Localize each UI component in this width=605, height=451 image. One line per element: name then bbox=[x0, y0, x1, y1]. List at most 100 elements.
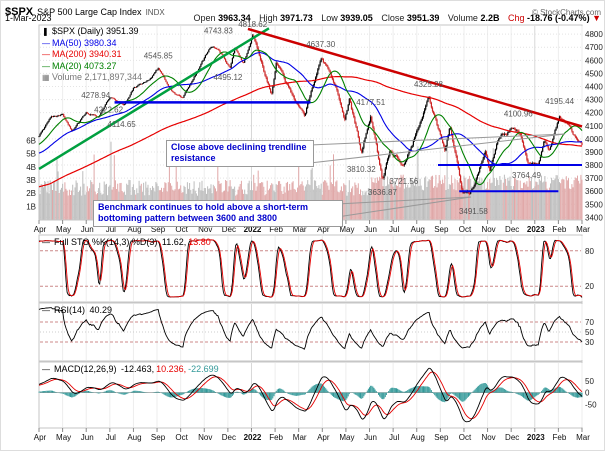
callout-pointer-line bbox=[309, 133, 566, 164]
chg-value: -18.76 (-0.47%) bbox=[527, 13, 590, 23]
volume-tick-label: 1B bbox=[26, 202, 36, 211]
month-label: Oct bbox=[459, 433, 472, 442]
month-label: Aug bbox=[411, 433, 425, 442]
line-icon: — bbox=[42, 365, 50, 374]
legend-ma200-label: MA(200) 3940.31 bbox=[52, 49, 122, 59]
volume-tick-label: 5B bbox=[26, 150, 36, 159]
legend-volume: ▦ Volume 2,171,897,344 bbox=[42, 72, 142, 84]
close-value: 3951.39 bbox=[406, 13, 440, 23]
month-label: Apr bbox=[34, 433, 47, 442]
macd-line bbox=[38, 367, 583, 423]
month-label: Dec bbox=[505, 433, 519, 442]
rsi-name: RSI(14) bbox=[54, 305, 86, 315]
price-tick-label: 4800 bbox=[585, 30, 603, 39]
price-point-label: 3810.32 bbox=[347, 165, 376, 174]
month-label: Sep bbox=[151, 433, 166, 442]
month-label: Apr bbox=[317, 225, 330, 234]
price-point-label: 3764.49 bbox=[512, 171, 541, 180]
rsi-tick-label: 50 bbox=[585, 328, 594, 337]
price-point-label: 4495.12 bbox=[213, 73, 242, 82]
macd-panel-label: — MACD(12,26,9) -12.463, 10.236, -22.699 bbox=[42, 364, 221, 374]
callout-pointer-line bbox=[336, 196, 472, 218]
sto-d-value: 13.80 bbox=[188, 237, 211, 247]
callout-bottoming-note: Benchmark continues to hold above a shor… bbox=[93, 200, 343, 227]
close-label: Close bbox=[381, 13, 405, 23]
price-point-label: 4100.96 bbox=[504, 110, 533, 119]
volume-axis-labels: 6B 5B 4B 3B 2B 1B bbox=[26, 136, 36, 211]
month-label: Nov bbox=[481, 433, 495, 442]
legend-ma200: — MA(200) 3940.31 bbox=[42, 49, 142, 61]
rsi-tick-label: 70 bbox=[585, 318, 594, 327]
price-point-label: 3491.58 bbox=[459, 207, 488, 216]
month-label: Mar bbox=[293, 225, 307, 234]
month-label: Feb bbox=[552, 225, 566, 234]
month-label: Dec bbox=[505, 225, 519, 234]
price-tick-label: 4600 bbox=[585, 56, 603, 65]
month-label: Jul bbox=[106, 433, 116, 442]
month-label: 2022 bbox=[244, 225, 262, 234]
chg-label: Chg bbox=[508, 13, 525, 23]
quote-summary: Open 3963.34 High 3971.73 Low 3939.05 Cl… bbox=[188, 13, 601, 23]
sto-k-value: 11.62, bbox=[161, 237, 187, 247]
ma200-line bbox=[38, 76, 582, 188]
rsi-panel-label: — RSI(14) 40.29 bbox=[42, 305, 114, 315]
price-point-label: 4114.65 bbox=[107, 120, 136, 129]
price-point-label: 3636.87 bbox=[368, 188, 397, 197]
macd-panel bbox=[38, 361, 583, 429]
volume-bars-icon: ▦ bbox=[42, 73, 50, 82]
macd-tick-label: 0 bbox=[585, 389, 590, 398]
candlestick-series bbox=[38, 34, 583, 196]
month-label: Aug bbox=[127, 225, 141, 234]
price-point-label: 3721.56 bbox=[389, 177, 418, 186]
line-icon: — bbox=[42, 238, 50, 247]
month-label: Mar bbox=[576, 225, 590, 234]
macd-signal-value: 10.236, bbox=[156, 364, 187, 374]
month-label: May bbox=[56, 225, 71, 234]
month-label: Nov bbox=[198, 433, 212, 442]
x-axis-months: Apr Apr May May Jun Jun Jul Jul Aug Aug Sep Sep Oct O… bbox=[34, 220, 590, 442]
volume-label: Volume bbox=[447, 13, 478, 23]
macd-value: -12.463, bbox=[121, 364, 155, 374]
open-value: 3963.34 bbox=[218, 13, 251, 23]
legend-ma20: — MA(20) 4073.27 bbox=[42, 61, 142, 73]
sto-tick-label: 20 bbox=[585, 282, 594, 291]
callout-trendline-note: Close above declining trendline resistan… bbox=[166, 140, 314, 167]
month-label: Jul bbox=[389, 433, 399, 442]
legend-volume-label: Volume 2,171,897,344 bbox=[52, 72, 143, 82]
month-label: Oct bbox=[175, 225, 188, 234]
rising-support-trendline bbox=[38, 27, 270, 171]
price-point-label: 4177.51 bbox=[356, 98, 385, 107]
month-label: 2023 bbox=[527, 433, 545, 442]
month-label: 2022 bbox=[244, 433, 262, 442]
stochastic-plot: 80 20 bbox=[38, 239, 594, 298]
chart-header-row1: $SPX S&P 500 Large Cap Index INDX © StockC… bbox=[5, 2, 601, 20]
high-label: High bbox=[259, 13, 278, 23]
copyright: © StockCharts.com bbox=[531, 8, 601, 17]
month-label: Sep bbox=[151, 225, 166, 234]
price-tick-label: 3600 bbox=[585, 187, 603, 196]
sto-name: Full STO %K(14,3) %D(3) bbox=[54, 237, 158, 247]
line-icon: — bbox=[42, 61, 50, 71]
month-label: Jul bbox=[389, 225, 399, 234]
price-tick-label: 4400 bbox=[585, 83, 603, 92]
month-label: Dec bbox=[222, 225, 236, 234]
legend-spx-label: $SPX (Daily) 3951.39 bbox=[52, 26, 139, 36]
volume-tick-label: 3B bbox=[26, 176, 36, 185]
month-label: 2023 bbox=[527, 225, 545, 234]
price-point-label: 4325.28 bbox=[414, 80, 443, 89]
price-labels: 4545.85 4743.83 4818.62 4637.30 4495.12 4278.… bbox=[81, 20, 574, 216]
month-label: Dec bbox=[222, 433, 236, 442]
sto-panel-label: — Full STO %K(14,3) %D(3) 11.62, 13.80 bbox=[42, 237, 213, 247]
month-label: May bbox=[339, 433, 354, 442]
rsi-value: 40.29 bbox=[89, 305, 113, 315]
price-point-label: 4818.62 bbox=[238, 20, 267, 29]
price-point-label: 4545.85 bbox=[144, 51, 173, 60]
legend-ma50-label: MA(50) 3980.34 bbox=[52, 37, 117, 48]
volume-value: 2.2B bbox=[480, 13, 500, 23]
month-label: Aug bbox=[127, 433, 141, 442]
rsi-tick-label: 30 bbox=[585, 338, 594, 347]
legend-spx: ❚ $SPX (Daily) 3951.39 bbox=[42, 26, 142, 38]
macd-plot: 50 0 -50 bbox=[38, 367, 597, 423]
chart-date: 1-Mar-2023 bbox=[5, 13, 52, 23]
